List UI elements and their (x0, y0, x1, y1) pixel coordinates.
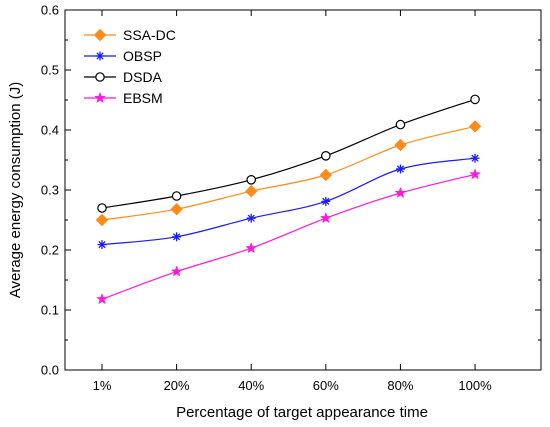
legend-item-ebsm: EBSM (84, 90, 163, 106)
legend-item-ssa-dc: SSA-DC (84, 27, 176, 43)
plot-frame (64, 9, 542, 371)
x-tick-label: 1% (93, 378, 112, 393)
x-tick-label: 20% (164, 378, 190, 393)
y-tick-label: 0.2 (41, 243, 59, 258)
data-point-obsp (395, 164, 405, 174)
x-tick-label: 60% (313, 378, 339, 393)
data-point-dsda (470, 94, 480, 105)
data-point-obsp (97, 240, 107, 250)
x-tick-label: 40% (238, 378, 264, 393)
series-dsda (97, 94, 480, 213)
legend-marker-ebsm (94, 91, 106, 104)
series-ssa-dc (95, 120, 482, 227)
data-point-dsda (171, 191, 182, 201)
legend-marker-ssa-dc (93, 28, 107, 42)
legend-marker-dsda (95, 72, 105, 82)
series-layer (95, 94, 482, 305)
legend-label-obsp: OBSP (123, 48, 162, 64)
x-axis-label: Percentage of target appearance time (176, 404, 428, 421)
data-point-ebsm (319, 211, 332, 224)
legend-item-obsp: OBSP (84, 48, 162, 64)
data-point-ssa-dc (468, 120, 482, 133)
legend-marker-obsp (95, 51, 105, 61)
y-tick-label: 0.0 (41, 363, 59, 378)
series-obsp (97, 153, 480, 250)
y-tick-label: 0.4 (41, 123, 59, 138)
series-line-dsda (101, 98, 476, 209)
data-point-ssa-dc (394, 138, 407, 152)
series-ebsm (96, 168, 481, 305)
x-axis: 1% 20% 40% 60% 80% 100% (93, 10, 492, 393)
data-point-ssa-dc (319, 168, 333, 182)
legend: SSA-DC OBSP DSDA EBSM (84, 27, 176, 106)
y-tick-label: 0.6 (41, 3, 59, 18)
data-point-dsda (97, 203, 107, 213)
x-tick-label: 100% (458, 378, 492, 393)
y-axis-label: Average energy consumption (J) (7, 82, 24, 299)
y-axis: 0.0 0.1 0.2 0.3 0.4 0.5 0.6 (41, 3, 541, 378)
data-point-dsda (395, 119, 406, 130)
data-point-dsda (321, 151, 331, 161)
legend-label-dsda: DSDA (123, 69, 163, 85)
data-point-obsp (470, 153, 480, 163)
data-point-obsp (246, 213, 256, 223)
data-point-obsp (172, 232, 182, 242)
x-tick-label: 80% (387, 378, 413, 393)
data-point-ebsm (394, 186, 407, 199)
plot-border (64, 9, 542, 371)
series-line-ebsm (101, 173, 476, 300)
data-point-ebsm (170, 265, 183, 277)
legend-label-ssa-dc: SSA-DC (123, 27, 176, 43)
data-point-ssa-dc (170, 202, 183, 216)
data-point-ebsm (469, 168, 481, 180)
data-point-obsp (321, 196, 331, 206)
legend-item-dsda: DSDA (84, 69, 163, 85)
y-tick-label: 0.1 (41, 303, 59, 318)
data-point-ebsm (245, 241, 258, 254)
y-tick-label: 0.5 (41, 63, 59, 78)
data-point-ssa-dc (245, 184, 258, 198)
data-point-dsda (246, 175, 257, 185)
series-line-ssa-dc (101, 125, 476, 221)
legend-label-ebsm: EBSM (123, 90, 163, 106)
y-tick-label: 0.3 (41, 183, 59, 198)
series-line-obsp (101, 157, 476, 246)
data-point-ssa-dc (95, 213, 109, 227)
data-point-ebsm (96, 292, 108, 305)
